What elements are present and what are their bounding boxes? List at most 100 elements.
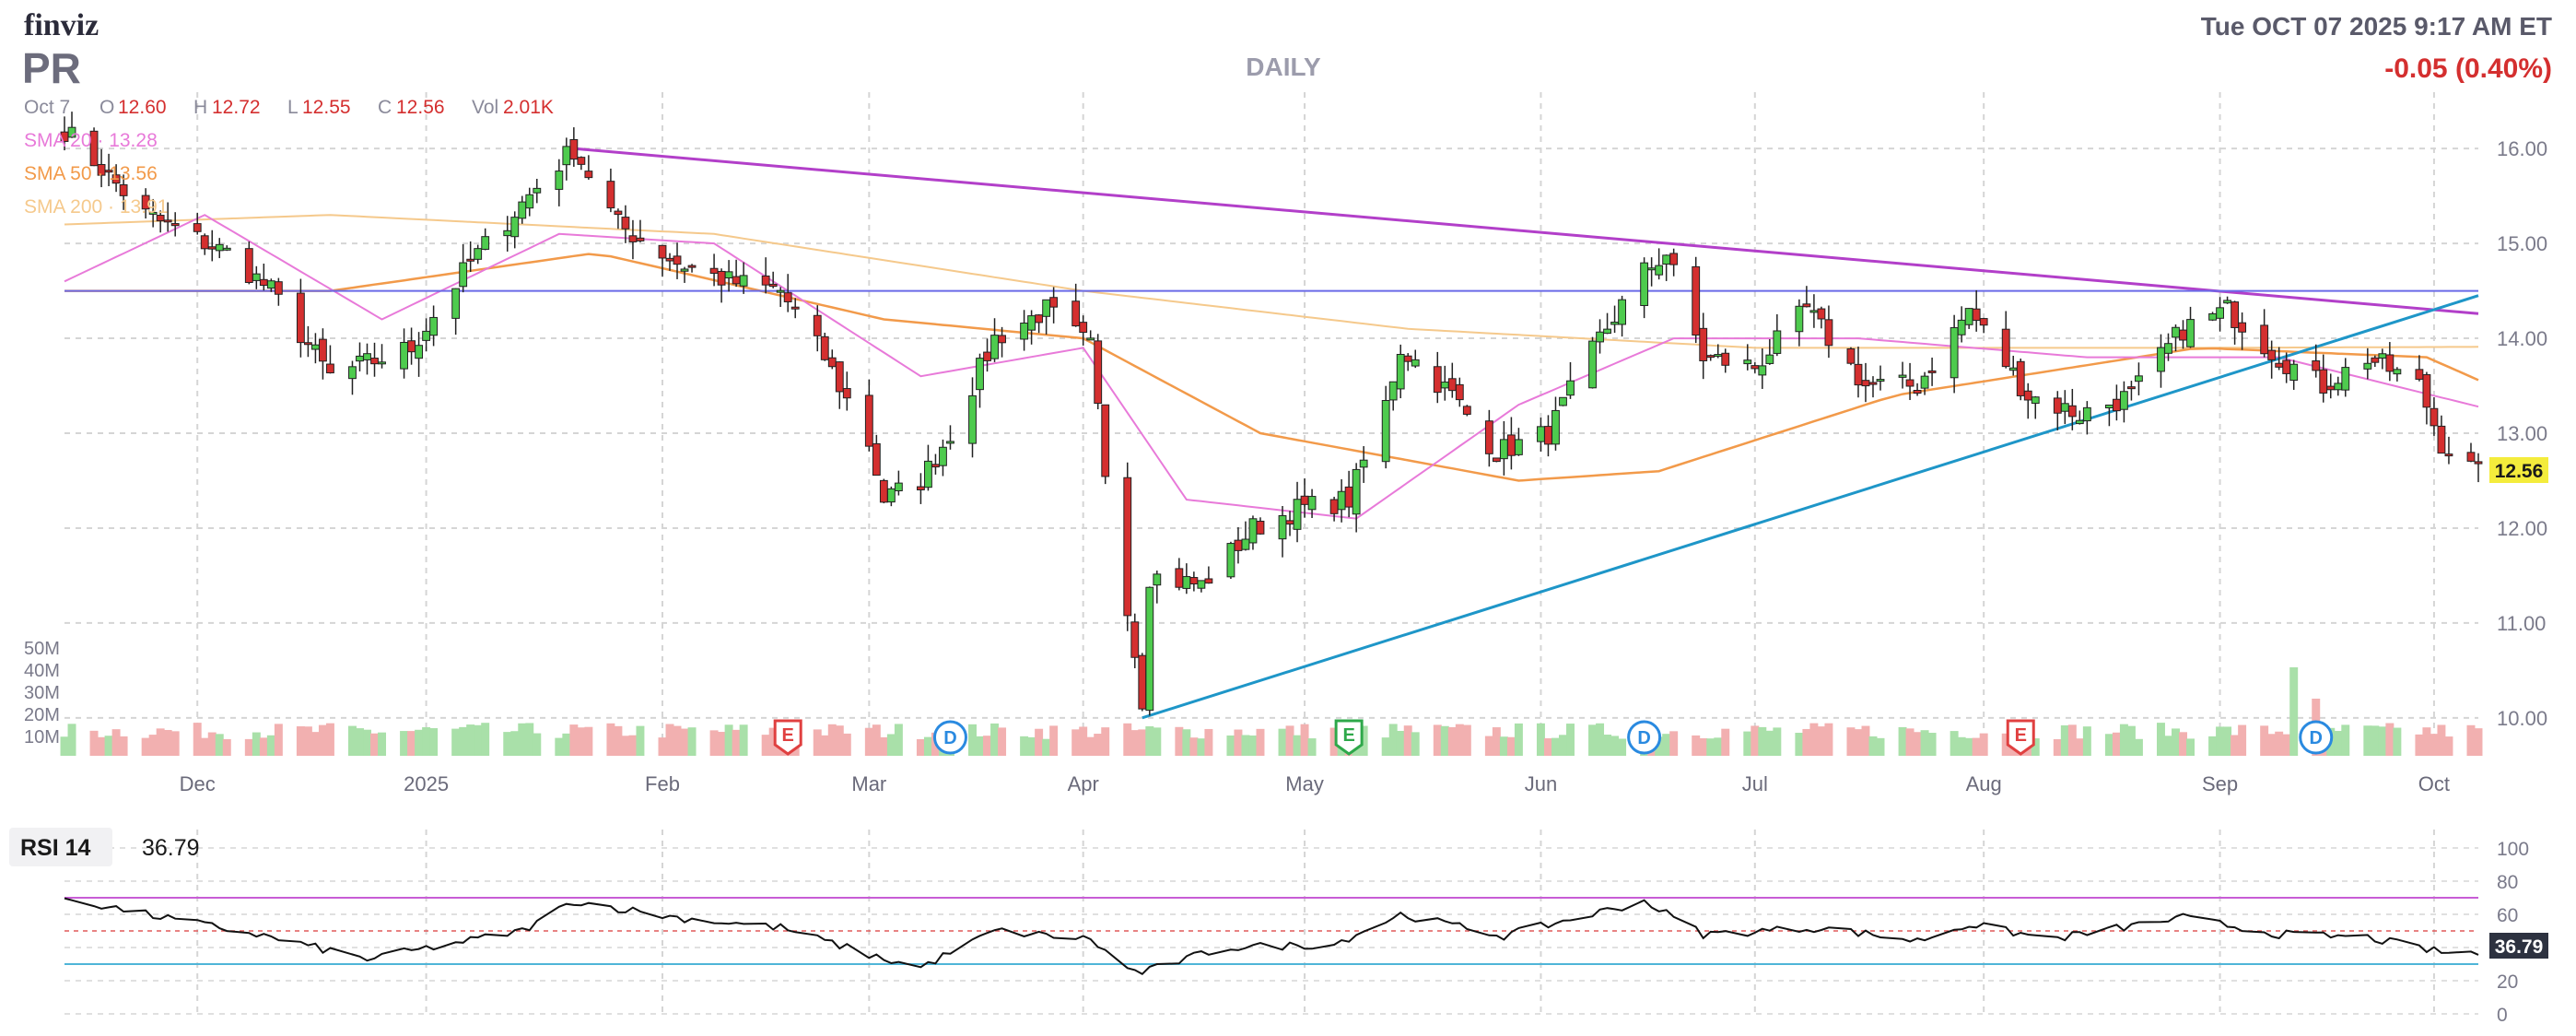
volume-bar [363, 729, 371, 756]
volume-bar [1307, 738, 1317, 756]
candle-body [2415, 369, 2424, 380]
candle-body [1241, 538, 1250, 550]
candle-body [2172, 326, 2180, 338]
candle-body [422, 330, 431, 341]
volume-bar [732, 729, 741, 756]
volume-bar [1130, 730, 1140, 756]
sma200-line [64, 214, 2479, 349]
candle-body [2008, 367, 2018, 371]
candle-body [2186, 319, 2195, 347]
last-price-tag [2489, 457, 2548, 483]
volume-bar [872, 724, 881, 756]
candle-body [1721, 352, 1730, 366]
candle-body [1086, 337, 1095, 341]
volume-bar [916, 738, 925, 756]
candle-body [2104, 404, 2113, 409]
candle-body [2060, 403, 2069, 412]
volume-bar [1817, 726, 1826, 756]
axis-labels: 16.00 15.00 14.00 13.00 12.00 11.00 10.00 Dec 20… [24, 137, 2547, 795]
rsi-label-box [9, 828, 112, 866]
ohlc-close: 12.56 [396, 97, 445, 118]
candle-body [1153, 573, 1162, 586]
volume-bar [1027, 736, 1036, 756]
volume-bar [894, 724, 903, 756]
volume-bar [2371, 725, 2380, 756]
volume-bar [1094, 734, 1103, 756]
volume-bar [303, 726, 312, 756]
volume-bar [636, 725, 645, 756]
volume-bar [1182, 729, 1191, 756]
volume-bar [325, 723, 334, 756]
volume-bar [813, 729, 822, 756]
candle-body [2289, 363, 2299, 382]
candle-body [466, 258, 475, 262]
rsi-line [64, 897, 2479, 976]
candle-body [939, 446, 947, 466]
candle-body [842, 388, 851, 399]
candle-body [1337, 490, 1346, 511]
volume-bar [2179, 732, 2187, 756]
trendlines [64, 147, 2479, 720]
volume-bar [1655, 736, 1664, 756]
volume-bar [1079, 726, 1088, 756]
rsi-value-tag [2489, 933, 2548, 959]
volume-bar [1447, 726, 1457, 756]
volume-bar [459, 726, 468, 756]
volume-bar [1071, 729, 1081, 756]
volume-bar [1189, 737, 1199, 756]
rsi-tick-label: 60 [2497, 905, 2518, 926]
volume-bar [768, 727, 778, 756]
volume-bar [474, 724, 483, 756]
volume-bar [1618, 738, 1627, 756]
volume-bar [1802, 728, 1811, 756]
candle-body [296, 292, 305, 344]
volume-bar [2216, 726, 2225, 756]
candle-body [1071, 300, 1081, 327]
candle-body [614, 210, 623, 216]
candle-body [2157, 347, 2165, 372]
volume-bar [1559, 735, 1567, 756]
candle-body [562, 146, 571, 166]
candle-body [1537, 426, 1545, 442]
candle-body [518, 201, 527, 219]
volume-bar [1706, 738, 1715, 756]
volume-bar [1388, 724, 1398, 756]
volume-bar [835, 725, 844, 756]
candle-body [1278, 514, 1287, 540]
support-trendline [1142, 294, 2479, 720]
volume-bar [2282, 734, 2291, 756]
candle-body [2466, 452, 2476, 462]
candle-body [170, 223, 180, 227]
volume-bar [2341, 724, 2350, 756]
candle-body [1344, 486, 1353, 508]
candle-body [1566, 380, 1575, 396]
finviz-logo[interactable]: finviz [24, 8, 99, 42]
candle-body [990, 335, 999, 359]
rsi-current-value: 36.79 [142, 835, 200, 861]
ohlc-close-label: C [378, 97, 392, 118]
rsi-label: RSI 14 [20, 835, 91, 861]
volume-bar [170, 731, 180, 756]
volume-bar [990, 723, 1000, 756]
candle-body [1824, 319, 1833, 347]
candle-body [1101, 404, 1110, 477]
candle-body [1699, 327, 1708, 361]
candle-body [259, 278, 268, 287]
candle-body [1817, 308, 1826, 320]
volume-bar [2415, 734, 2424, 756]
candle-body [2444, 453, 2453, 457]
candle-body [2016, 360, 2025, 396]
candle-body [1662, 254, 1671, 265]
candle-body [724, 271, 733, 279]
volume-bar [2363, 725, 2372, 756]
volume-bar [1226, 735, 1235, 756]
volume-bar [215, 734, 224, 756]
volume-bar [318, 724, 327, 756]
volume-bar [621, 736, 630, 756]
price-tick-label: 10.00 [2497, 707, 2547, 730]
candle-body [2179, 329, 2187, 341]
candle-body [687, 265, 697, 268]
volume-bar [1979, 733, 1988, 756]
candle-body [1352, 468, 1361, 515]
volume-bar [2060, 724, 2069, 756]
